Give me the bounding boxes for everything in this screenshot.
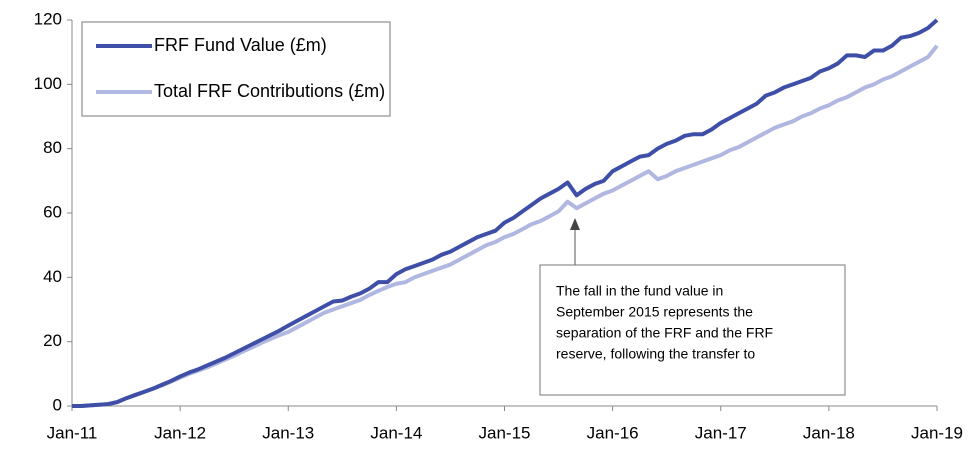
annotation-box xyxy=(539,264,846,396)
x-tick-label: Jan-19 xyxy=(911,423,963,442)
annotation-text: The fall in the fund value in xyxy=(556,283,723,299)
y-tick-label: 120 xyxy=(34,9,62,28)
y-tick-label: 60 xyxy=(43,202,62,221)
x-tick-label: Jan-12 xyxy=(154,423,206,442)
annotation-text: September 2015 represents the xyxy=(556,304,753,320)
legend-label: FRF Fund Value (£m) xyxy=(154,35,327,55)
x-tick-label: Jan-16 xyxy=(587,423,639,442)
annotation-arrowhead xyxy=(570,218,580,230)
x-tick-label: Jan-14 xyxy=(370,423,422,442)
legend-box xyxy=(81,21,391,117)
legend-label: Total FRF Contributions (£m) xyxy=(154,81,385,101)
y-tick-label: 20 xyxy=(43,331,62,350)
y-tick-label: 0 xyxy=(53,395,62,414)
x-tick-label: Jan-17 xyxy=(695,423,747,442)
annotation-text: reserve, following the transfer to xyxy=(556,346,755,362)
y-tick-label: 40 xyxy=(43,267,62,286)
x-tick-label: Jan-11 xyxy=(47,423,98,442)
series-line xyxy=(72,18,939,408)
x-tick-label: Jan-13 xyxy=(262,423,314,442)
x-tick-label: Jan-15 xyxy=(479,423,531,442)
annotation-text: separation of the FRF and the FRF xyxy=(556,325,773,341)
y-tick-label: 100 xyxy=(34,74,62,93)
x-tick-label: Jan-18 xyxy=(803,423,855,442)
y-tick-label: 80 xyxy=(43,138,62,157)
